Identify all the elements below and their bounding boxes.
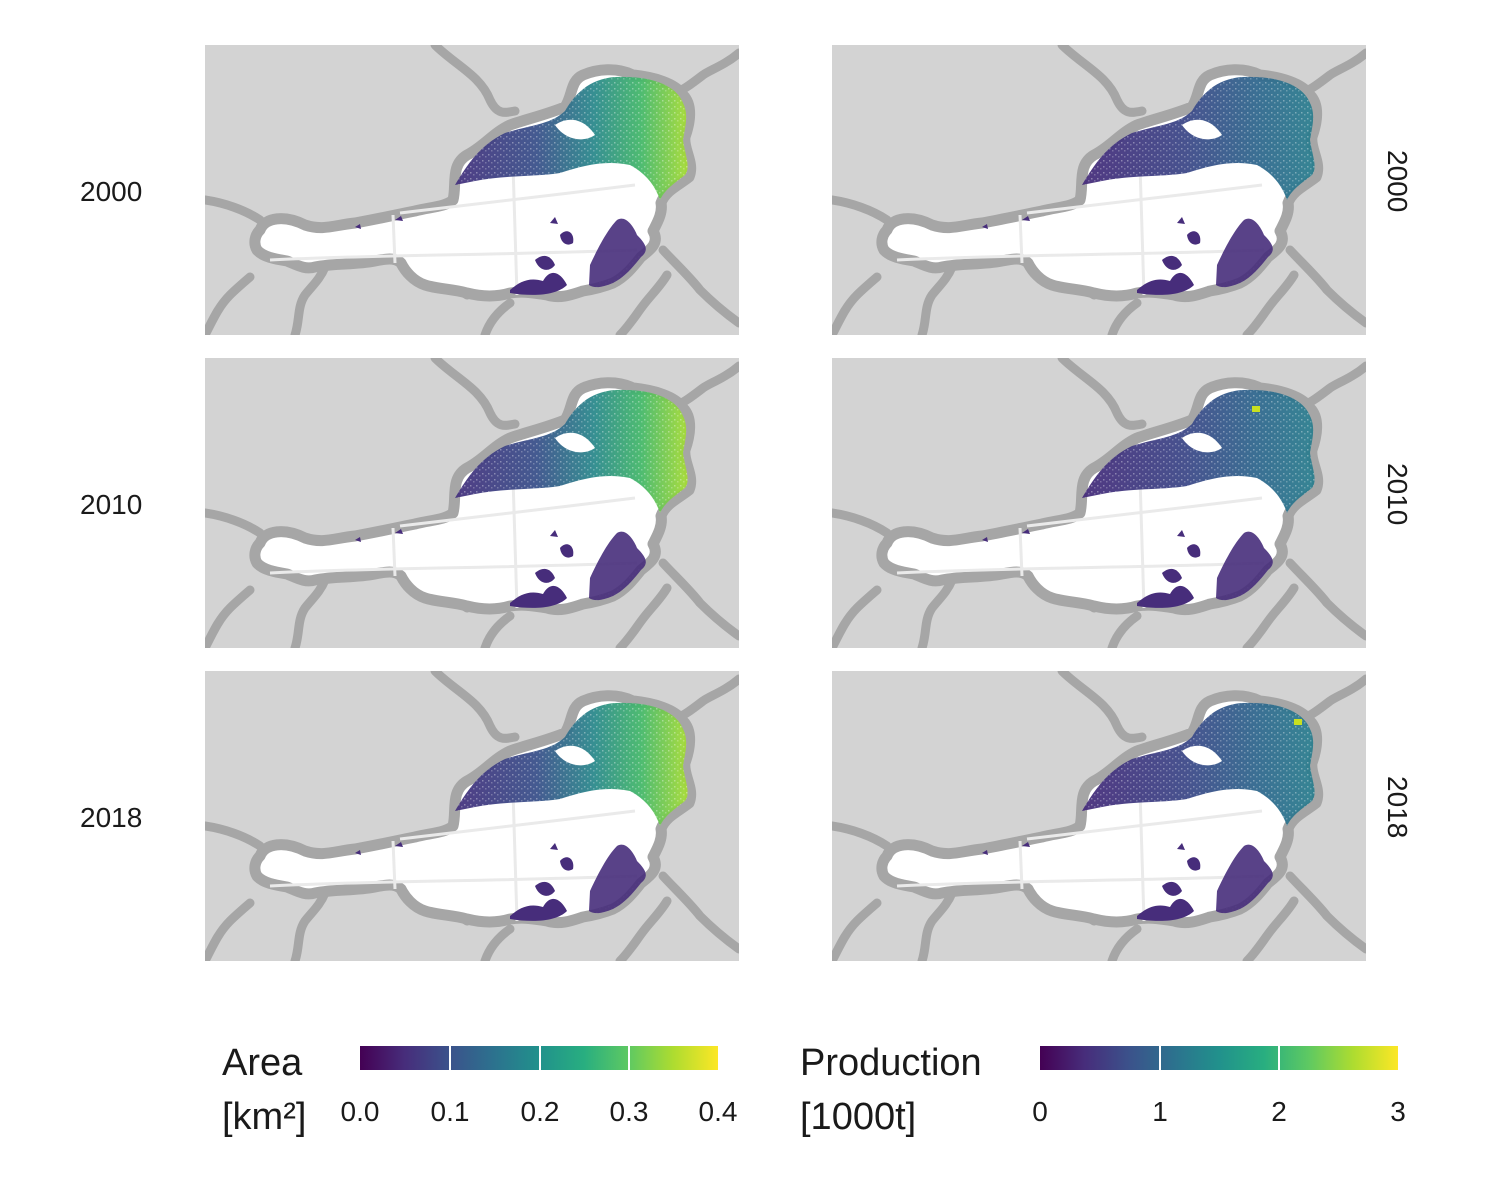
legend-area-title-line2: [km²] bbox=[222, 1096, 307, 1138]
row-label-2010-right: 2010 bbox=[1382, 463, 1413, 526]
map-panel-area-2018 bbox=[205, 671, 739, 961]
legend-area-title-line1: Area bbox=[222, 1042, 303, 1084]
legend-production-colorbar bbox=[1040, 1046, 1398, 1070]
row-label-2000-left: 2000 bbox=[80, 176, 143, 207]
legend-area-tick: 0.3 bbox=[609, 1096, 649, 1127]
map-panel-production-2018 bbox=[832, 671, 1366, 961]
legend-production-tick: 3 bbox=[1390, 1096, 1406, 1127]
row-label-2010-left: 2010 bbox=[80, 489, 143, 520]
legend-area-tick: 0.1 bbox=[430, 1096, 470, 1127]
map-panel-area-2010 bbox=[205, 358, 739, 648]
map-panel-production-2000 bbox=[832, 45, 1366, 335]
map-panel-area-2000 bbox=[205, 45, 739, 335]
legend-production-title-line2: [1000t] bbox=[800, 1096, 917, 1138]
row-label-2018-left: 2018 bbox=[80, 802, 143, 833]
row-label-2000-right: 2000 bbox=[1382, 150, 1413, 213]
legend-production-tick: 0 bbox=[1032, 1096, 1048, 1127]
legend-area-tick: 0.2 bbox=[520, 1096, 560, 1127]
legend-production-tick: 1 bbox=[1152, 1096, 1168, 1127]
legend-production-tick: 2 bbox=[1271, 1096, 1287, 1127]
legend-area-colorbar bbox=[360, 1046, 718, 1070]
legend-production-title-line1: Production bbox=[800, 1042, 982, 1084]
row-label-2018-right: 2018 bbox=[1382, 776, 1413, 839]
map-panel-production-2010 bbox=[832, 358, 1366, 648]
legend-area-tick: 0.4 bbox=[698, 1096, 738, 1127]
legend-area-tick: 0.0 bbox=[340, 1096, 380, 1127]
